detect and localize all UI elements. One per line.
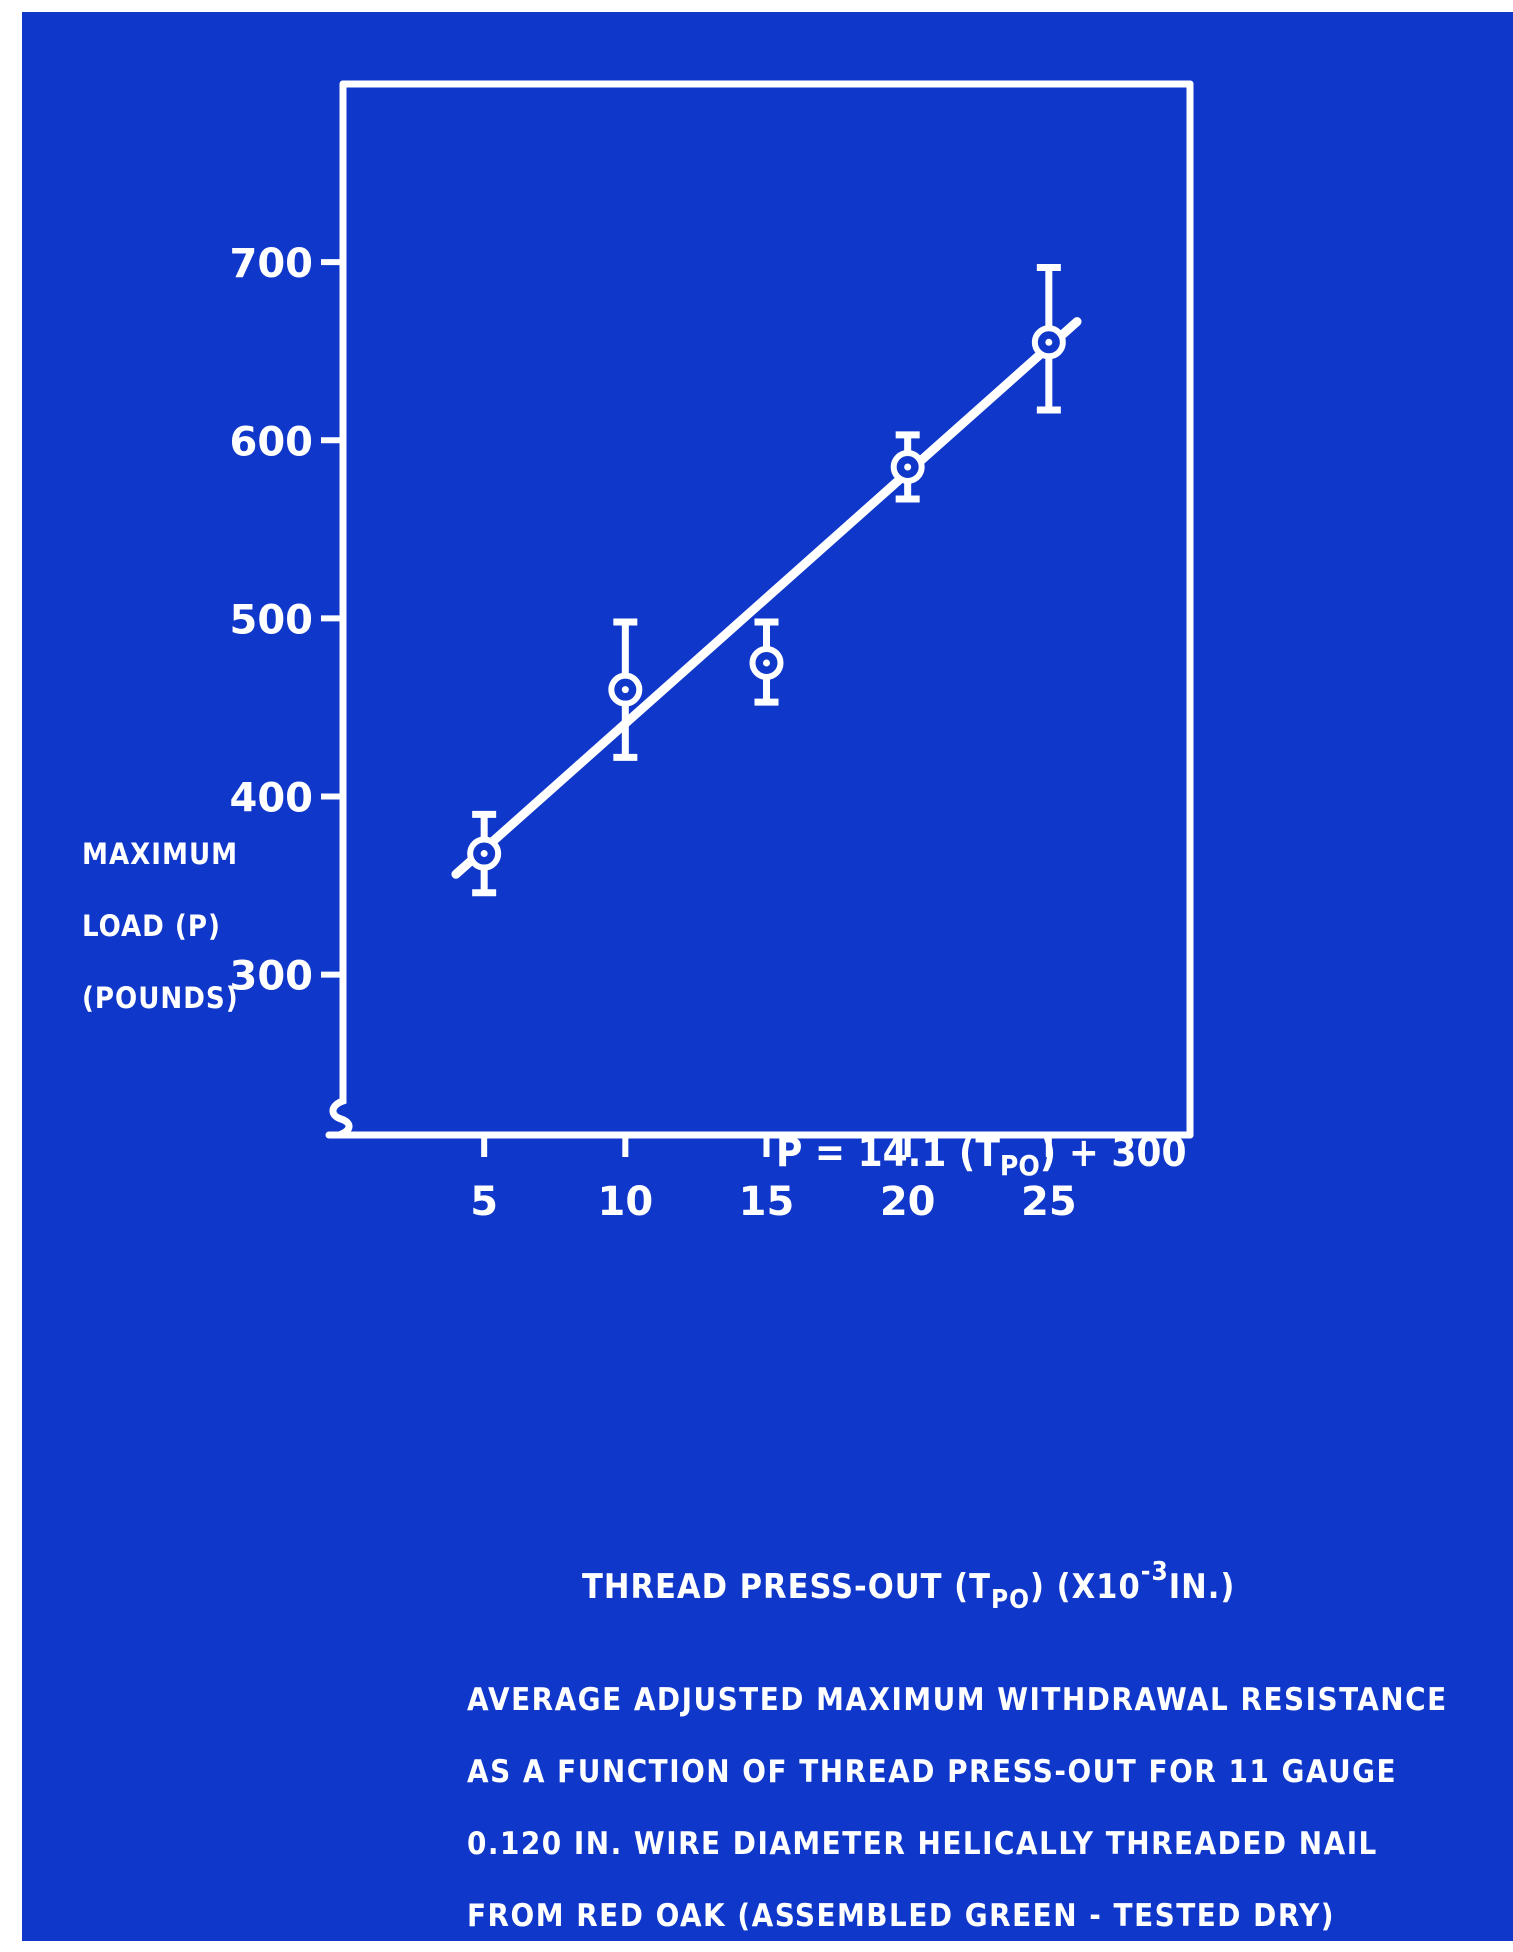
x-axis-label-unit: IN.) [1168,1567,1236,1607]
plot-frame [325,80,1194,1139]
y-axis-label: MAXIMUM LOAD (P) (POUNDS) [82,818,302,1034]
point-marker-dot [480,850,488,858]
equation-text-end: ) + 300 [1039,1130,1187,1176]
data-points [467,263,1066,897]
y-tick-label: 300 [230,954,314,1000]
y-tick-label: 600 [230,419,314,465]
fit-line-group [451,317,1082,879]
y-axis-label-line: (POUNDS) [82,981,239,1015]
point-marker-dot [621,686,629,694]
x-tick-label: 5 [470,1179,498,1225]
y-axis-label-line: LOAD (P) [82,909,221,943]
data-point [1031,263,1066,414]
x-tick-label: 10 [597,1179,653,1225]
x-axis-ticks: 5 10 15 20 25 [470,1135,1077,1225]
y-tick-label: 400 [230,776,314,822]
point-marker-dot [1045,338,1053,346]
x-axis-label-text-mid: ) (x10 [1029,1567,1141,1607]
chart-svg: 300 400 500 600 700 5 10 15 20 25 [230,80,1194,1225]
equation-subscript: PO [999,1149,1040,1182]
equation-text: P = 14.1 (T [776,1130,1000,1176]
data-point [467,810,502,897]
data-point [749,618,784,706]
y-axis-break-icon [329,1089,353,1139]
slide-background: 300 400 500 600 700 5 10 15 20 25 MAXIMUM LOAD (… [22,12,1513,1941]
regression-equation: P = 14.1 (TPO) + 300 [776,1130,1187,1182]
caption-line: Average adjusted maximum withdrawal resi… [467,1682,1448,1718]
y-tick-label: 500 [230,597,314,643]
point-marker-dot [904,463,912,471]
x-axis-label-subscript: PO [990,1585,1030,1615]
y-tick-label: 700 [230,241,314,287]
caption-line: 0.120 in. wire diameter helically thread… [467,1826,1378,1862]
x-tick-label: 15 [739,1179,795,1225]
y-axis-label-line: MAXIMUM [82,837,239,871]
x-tick-label: 25 [1021,1179,1077,1225]
caption-line: as a function of thread press-out for 11… [467,1754,1398,1790]
point-marker-dot [763,659,770,667]
x-axis-label: THREAD PRESS-OUT (TPO) (x10-3IN.) [582,1557,1235,1615]
y-axis-ticks: 300 400 500 600 700 [230,241,343,1000]
x-axis-label-text: THREAD PRESS-OUT (T [582,1567,991,1607]
x-tick-label: 20 [880,1179,936,1225]
caption-line: from red oak (assembled green - tested d… [467,1898,1336,1934]
figure-caption: Average adjusted maximum withdrawal resi… [467,1664,1507,1952]
data-point [890,431,925,503]
data-point [608,618,643,761]
x-axis-label-superscript: -3 [1140,1557,1169,1587]
regression-line [451,317,1082,879]
